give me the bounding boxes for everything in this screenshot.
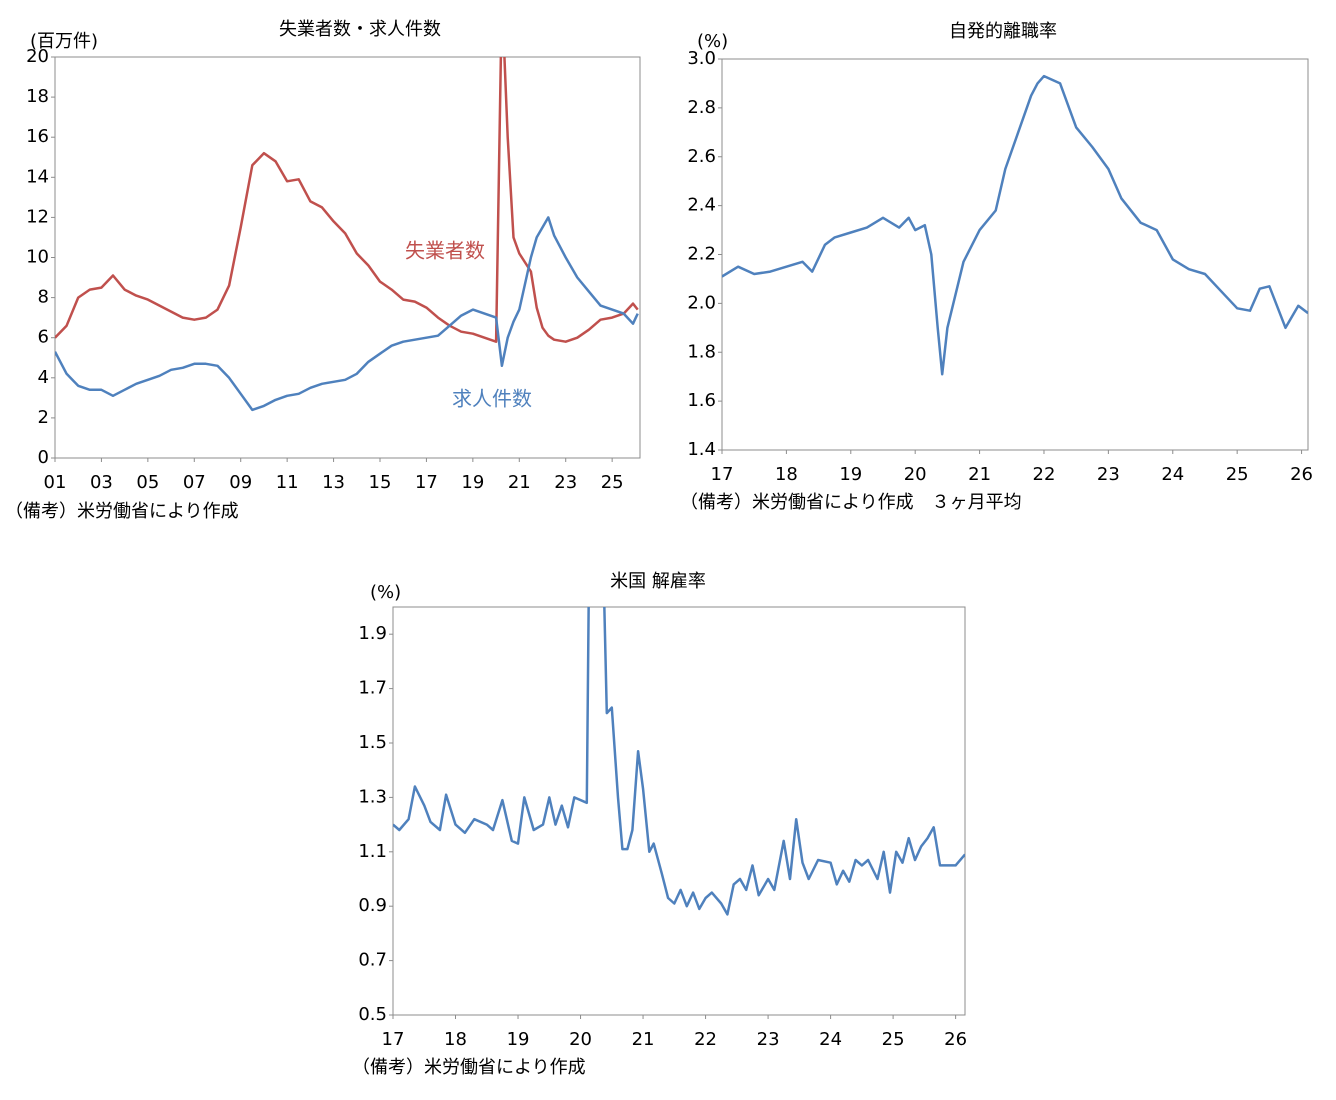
y-tick-label: 2.2 — [687, 244, 716, 265]
y-tick-label: 4 — [38, 367, 49, 388]
x-tick-label: 23 — [554, 472, 577, 493]
y-axis-unit: (百万件) — [30, 31, 98, 52]
data-line — [55, 216, 639, 412]
x-tick-label: 22 — [694, 1029, 717, 1050]
plot-frame — [392, 606, 966, 1016]
x-tick-label: 19 — [461, 472, 484, 493]
y-tick-label: 12 — [26, 206, 49, 227]
x-tick-label: 21 — [508, 472, 531, 493]
chart-title: 失業者数・求人件数 — [279, 19, 441, 40]
y-tick-label: 10 — [26, 247, 49, 268]
y-tick-label: 20 — [26, 46, 49, 67]
x-tick-label: 17 — [415, 472, 438, 493]
x-tick-label: 18 — [775, 464, 798, 485]
x-tick-label: 23 — [1097, 464, 1120, 485]
y-tick-label: 2.6 — [687, 146, 716, 167]
x-tick-label: 13 — [322, 472, 345, 493]
y-tick-label: 0.7 — [358, 950, 387, 971]
x-tick-label: 25 — [1226, 464, 1249, 485]
x-tick-label: 19 — [507, 1029, 530, 1050]
y-tick-label: 1.6 — [687, 390, 716, 411]
x-tick-label: 19 — [839, 464, 862, 485]
y-tick-label: 16 — [26, 126, 49, 147]
series-label: 失業者数 — [405, 239, 485, 263]
y-tick-label: 2 — [38, 407, 49, 428]
x-tick-label: 09 — [229, 472, 252, 493]
x-tick-label: 03 — [90, 472, 113, 493]
x-tick-label: 01 — [44, 472, 67, 493]
x-tick-label: 25 — [882, 1029, 905, 1050]
x-tick-label: 26 — [1290, 464, 1313, 485]
y-tick-label: 0.9 — [358, 895, 387, 916]
data-line — [393, 607, 965, 916]
chart: 自発的離職率 (%) （備考）米労働省により作成 ３ヶ月平均 1.4 1.6 1.8 2.0… — [680, 21, 1313, 513]
x-tick-label: 24 — [819, 1029, 842, 1050]
plot-frame — [54, 56, 641, 459]
y-tick-label: 2.4 — [687, 195, 716, 216]
plot-frame — [721, 58, 1309, 451]
x-tick-label: 07 — [183, 472, 206, 493]
x-tick-label: 21 — [632, 1029, 655, 1050]
y-tick-label: 1.1 — [358, 841, 387, 862]
x-tick-label: 22 — [1033, 464, 1056, 485]
x-tick-label: 15 — [369, 472, 392, 493]
y-tick-label: 18 — [26, 86, 49, 107]
series-label: 求人件数 — [452, 387, 532, 411]
y-tick-label: 14 — [26, 166, 49, 187]
x-tick-label: 20 — [904, 464, 927, 485]
x-tick-label: 05 — [136, 472, 159, 493]
y-tick-label: 1.9 — [358, 623, 387, 644]
y-tick-label: 1.7 — [358, 678, 387, 699]
chart: 失業者数・求人件数 (百万件) （備考）米労働省により作成 0 2 4 6 8 10 12 14 16… — [5, 19, 641, 522]
x-tick-label: 18 — [444, 1029, 467, 1050]
x-tick-label: 26 — [944, 1029, 967, 1050]
note: （備考）米労働省により作成 — [352, 1057, 586, 1078]
x-tick-label: 21 — [968, 464, 991, 485]
x-tick-label: 11 — [276, 472, 299, 493]
y-tick-label: 1.5 — [358, 732, 387, 753]
y-tick-label: 3.0 — [687, 48, 716, 69]
chart-title: 米国 解雇率 — [610, 571, 706, 592]
y-tick-label: 2.0 — [687, 292, 716, 313]
data-line — [55, 57, 639, 343]
y-tick-label: 1.3 — [358, 786, 387, 807]
chart: 米国 解雇率 (%) （備考）米労働省により作成 0.5 0.7 0.9 1.1 1.3 1.5… — [352, 571, 967, 1078]
x-tick-label: 17 — [382, 1029, 405, 1050]
x-tick-label: 20 — [569, 1029, 592, 1050]
y-tick-label: 2.8 — [687, 97, 716, 118]
y-tick-label: 1.4 — [687, 439, 716, 460]
data-line — [722, 74, 1308, 376]
x-tick-label: 23 — [757, 1029, 780, 1050]
y-tick-label: 1.8 — [687, 341, 716, 362]
y-tick-label: 0 — [38, 447, 49, 468]
y-axis-unit: (%) — [370, 582, 401, 603]
x-tick-label: 17 — [711, 464, 734, 485]
y-axis-unit: (%) — [697, 31, 728, 52]
x-tick-label: 25 — [601, 472, 624, 493]
y-tick-label: 0.5 — [358, 1004, 387, 1025]
chart-title: 自発的離職率 — [949, 21, 1057, 42]
note: （備考）米労働省により作成 — [5, 501, 239, 522]
note: （備考）米労働省により作成 ３ヶ月平均 — [680, 492, 1022, 513]
x-tick-label: 24 — [1161, 464, 1184, 485]
y-tick-label: 6 — [38, 327, 49, 348]
y-tick-label: 8 — [38, 287, 49, 308]
